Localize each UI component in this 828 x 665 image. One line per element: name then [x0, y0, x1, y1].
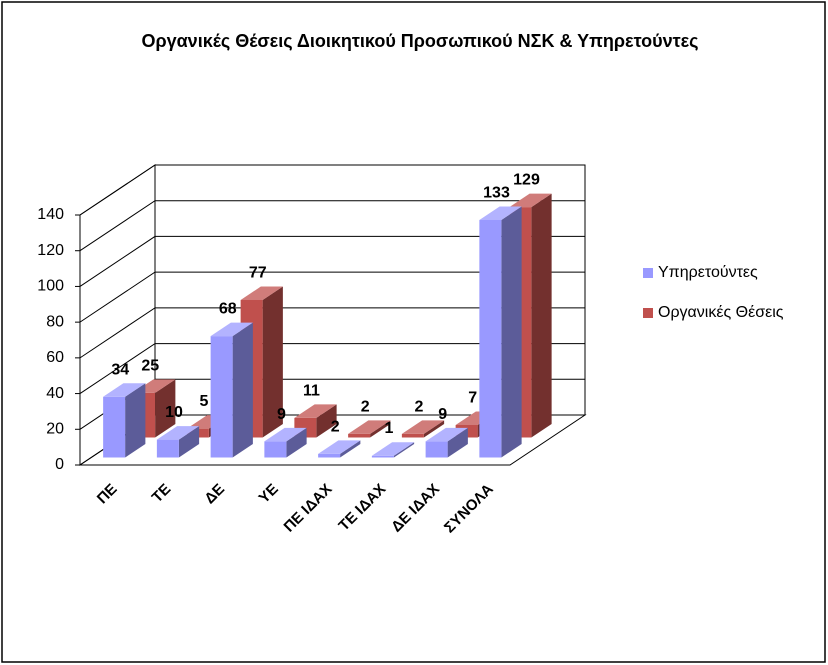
- value-label: 2: [415, 398, 424, 415]
- bar: [425, 427, 468, 458]
- y-tick-label: 0: [55, 456, 64, 473]
- value-label: 7: [468, 389, 477, 406]
- y-tick-label: 120: [37, 242, 64, 259]
- bar: [401, 420, 445, 438]
- bar-top: [479, 206, 522, 220]
- value-label: 2: [331, 418, 340, 435]
- bar-side: [531, 193, 552, 438]
- bar: [210, 322, 253, 458]
- bar: [156, 426, 200, 458]
- y-tick-label: 40: [46, 385, 64, 402]
- grid-line: [79, 307, 585, 359]
- bar-side: [340, 440, 361, 458]
- bar-front: [371, 455, 394, 458]
- value-label: 133: [483, 184, 510, 201]
- grid-line: [79, 235, 585, 287]
- bar-top: [348, 420, 391, 434]
- grid-line: [79, 164, 585, 216]
- grid-line: [79, 271, 585, 323]
- value-label: 9: [277, 406, 286, 423]
- chart-title: Οργανικές Θέσεις Διοικητικού Προσωπικού …: [141, 31, 698, 51]
- bar-front: [103, 396, 126, 458]
- bar-side: [423, 420, 445, 438]
- bar-front: [210, 336, 233, 458]
- bar-top: [210, 322, 253, 337]
- bar-side: [232, 322, 253, 458]
- y-tick-label: 80: [46, 313, 64, 330]
- value-label: 9: [438, 406, 447, 423]
- value-label: 34: [111, 361, 129, 378]
- bar-top: [509, 193, 552, 208]
- legend-swatch: [643, 308, 653, 318]
- bar: [318, 440, 361, 458]
- y-tick-label: 60: [46, 349, 64, 366]
- grid-line: [79, 343, 585, 394]
- bar-top: [103, 383, 146, 397]
- bar: [371, 442, 415, 458]
- value-label: 2: [361, 398, 370, 415]
- bar-side: [262, 286, 283, 438]
- bar-side: [178, 426, 200, 458]
- bar-side: [286, 427, 307, 458]
- bar-front: [479, 220, 502, 458]
- bar-side: [370, 420, 391, 438]
- bar-side: [316, 404, 337, 438]
- value-label: 77: [249, 264, 267, 281]
- legend-label: Οργανικές Θέσεις: [658, 304, 784, 321]
- bar-top: [294, 404, 337, 418]
- bar-top: [156, 426, 200, 440]
- value-label: 25: [141, 357, 159, 374]
- bar: [348, 420, 391, 438]
- bar-top: [264, 427, 307, 442]
- legend-label: Υπηρετούντες: [658, 264, 758, 281]
- y-tick-label: 100: [37, 278, 64, 295]
- bar-front: [318, 453, 341, 458]
- legend-swatch: [643, 268, 653, 278]
- bar: [479, 206, 522, 458]
- bar-front: [348, 433, 371, 438]
- value-label: 68: [219, 301, 237, 318]
- value-label: 129: [513, 172, 540, 189]
- bar-front: [264, 441, 287, 458]
- value-label: 1: [385, 420, 394, 437]
- bar-side: [393, 442, 415, 458]
- bar-front: [425, 441, 448, 458]
- value-label: 5: [200, 393, 209, 410]
- bar-top: [371, 442, 415, 456]
- bar-side: [447, 427, 468, 458]
- value-label: 10: [165, 404, 183, 421]
- bar-front: [156, 439, 179, 458]
- bar-top: [318, 440, 361, 454]
- bar-front: [401, 433, 424, 438]
- bar: [264, 427, 307, 458]
- y-tick-label: 140: [37, 206, 64, 223]
- bar-top: [240, 286, 283, 300]
- bar-top: [425, 427, 468, 442]
- bar-top: [401, 420, 445, 434]
- y-tick-label: 20: [46, 421, 64, 438]
- grid-line: [79, 200, 585, 252]
- bar: [103, 383, 146, 458]
- bar-side: [155, 379, 176, 438]
- value-label: 11: [303, 382, 320, 399]
- bar-side: [501, 206, 522, 458]
- bar-side: [125, 383, 146, 458]
